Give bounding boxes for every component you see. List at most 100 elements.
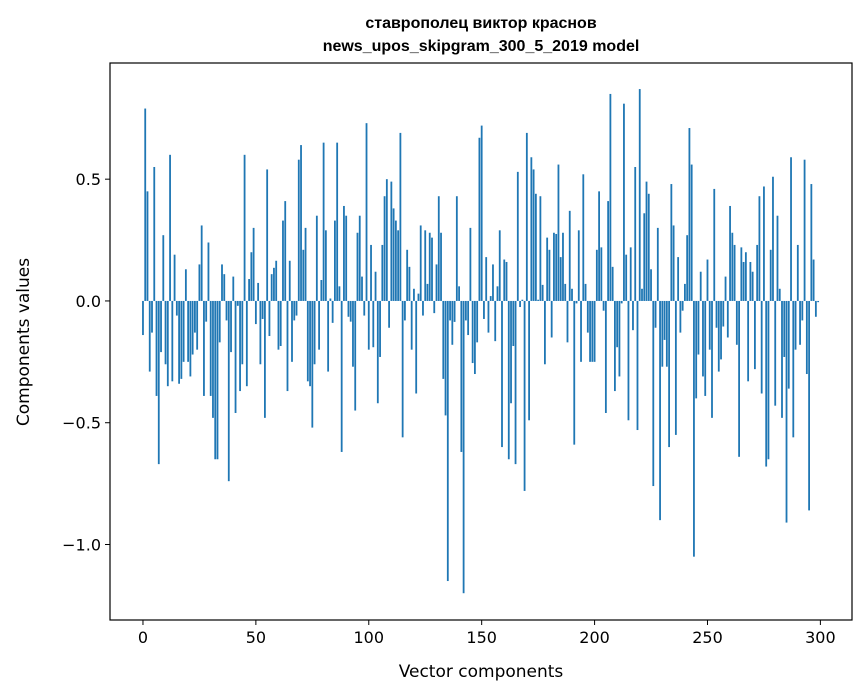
bar-component-3	[148, 300, 151, 372]
x-tick-label: 100	[354, 628, 385, 647]
bar-component-117	[406, 249, 409, 301]
bar-component-118	[408, 266, 411, 301]
bar-component-80	[322, 142, 325, 301]
bar-component-169	[523, 300, 526, 491]
bar-component-233	[668, 300, 670, 448]
bar-component-220	[638, 89, 641, 301]
bar-component-72	[304, 227, 307, 301]
bar-component-209	[614, 300, 616, 392]
bar-component-294	[805, 300, 808, 375]
bar-component-226	[652, 300, 655, 487]
bar-component-153	[487, 300, 490, 333]
bar-component-237	[677, 257, 680, 301]
bar-component-81	[324, 230, 327, 301]
bar-component-178	[544, 300, 546, 365]
bar-component-16	[178, 300, 180, 384]
bar-component-9	[162, 235, 165, 301]
bar-component-192	[575, 300, 578, 304]
bar-component-201	[595, 249, 598, 301]
bar-component-247	[699, 271, 702, 301]
bar-component-155	[492, 264, 494, 301]
bar-component-114	[399, 132, 402, 301]
y-tick-label: −1.0	[62, 535, 101, 554]
bar-component-52	[259, 300, 262, 365]
bar-component-12	[169, 154, 171, 301]
bar-component-143	[464, 300, 467, 321]
bar-component-31	[212, 300, 214, 418]
bar-component-257	[722, 300, 725, 327]
bar-component-229	[659, 300, 661, 521]
bar-component-236	[674, 300, 677, 435]
bar-component-109	[388, 300, 390, 328]
bar-component-280	[774, 300, 777, 406]
bar-component-14	[173, 254, 176, 301]
x-tick-label: 200	[579, 628, 610, 647]
bar-component-141	[460, 300, 463, 452]
bar-component-188	[566, 300, 569, 343]
bar-component-30	[209, 300, 212, 396]
bar-component-261	[731, 232, 734, 301]
bar-component-120	[413, 288, 415, 301]
bar-component-275	[763, 186, 765, 301]
bar-component-56	[268, 300, 271, 337]
bar-component-271	[754, 300, 756, 370]
bar-component-48	[250, 252, 253, 301]
bar-component-62	[282, 220, 284, 301]
bar-component-296	[810, 184, 813, 301]
bar-component-258	[724, 276, 727, 301]
bar-component-186	[562, 232, 564, 301]
bar-component-91	[347, 300, 350, 317]
bar-component-38	[227, 300, 230, 482]
bar-component-189	[568, 210, 571, 301]
bar-component-254	[715, 300, 718, 328]
bar-component-59	[275, 260, 278, 301]
bar-component-147	[474, 300, 476, 375]
bar-component-185	[559, 257, 562, 301]
bar-component-179	[546, 237, 549, 301]
bar-component-140	[458, 286, 460, 301]
bar-component-253	[713, 188, 716, 301]
bar-component-293	[803, 159, 806, 301]
bar-component-110	[390, 181, 393, 301]
bar-component-219	[636, 300, 639, 431]
x-tick-label: 300	[805, 628, 836, 647]
bar-component-133	[442, 300, 445, 379]
bar-component-240	[684, 283, 686, 301]
bar-component-18	[182, 300, 185, 362]
bar-component-7	[157, 300, 160, 465]
bar-component-8	[160, 300, 162, 353]
bar-component-174	[534, 193, 537, 301]
bar-component-187	[564, 283, 567, 301]
bar-component-71	[302, 249, 305, 301]
bar-component-47	[248, 279, 250, 301]
bar-component-228	[656, 227, 659, 301]
bar-component-124	[422, 300, 424, 316]
x-tick-label: 250	[692, 628, 723, 647]
bar-component-162	[507, 300, 510, 460]
bar-component-213	[623, 103, 625, 301]
bar-component-90	[345, 215, 348, 301]
bar-component-248	[702, 300, 704, 377]
bar-component-128	[431, 237, 433, 301]
bar-component-105	[379, 300, 381, 357]
chart-title-line-1: ставрополец виктор краснов	[365, 15, 597, 32]
bar-component-216	[629, 247, 632, 301]
bar-component-6	[155, 300, 158, 396]
bar-component-15	[175, 300, 178, 316]
bar-component-171	[528, 300, 530, 421]
bar-component-39	[230, 300, 232, 353]
bar-component-100	[367, 300, 370, 350]
bar-component-167	[519, 300, 521, 308]
bar-component-263	[735, 300, 738, 345]
bar-component-79	[320, 280, 323, 301]
bar-component-66	[291, 300, 293, 362]
bars-group	[142, 89, 820, 594]
bar-component-60	[277, 300, 280, 350]
bar-component-74	[309, 300, 311, 387]
bar-component-99	[365, 123, 368, 301]
bar-component-194	[580, 300, 582, 362]
bar-component-89	[343, 205, 345, 301]
bar-component-256	[720, 300, 722, 360]
bar-component-116	[404, 300, 406, 321]
bar-component-135	[446, 300, 449, 582]
